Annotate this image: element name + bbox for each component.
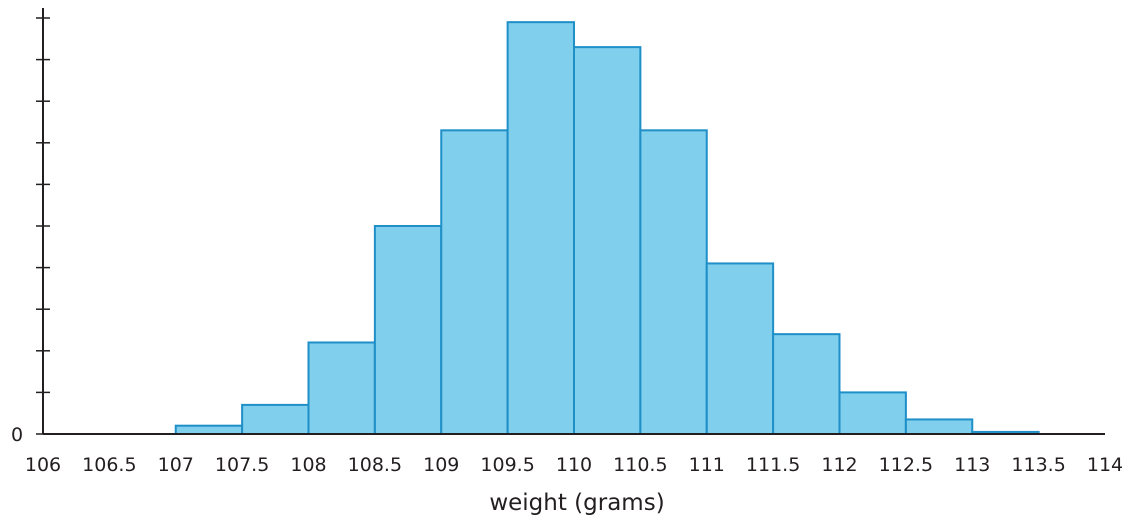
histogram-bar xyxy=(838,391,907,435)
x-axis-tick-label: 107.5 xyxy=(215,454,269,476)
x-axis-tick-label: 113 xyxy=(954,454,990,476)
histogram-bar xyxy=(373,225,443,435)
histogram-bars xyxy=(174,21,1040,436)
x-axis-tick-label: 108 xyxy=(290,454,326,476)
x-axis-tick-label: 111.5 xyxy=(746,454,800,476)
x-axis-tick-label: 106 xyxy=(25,454,61,476)
x-axis-tick-label: 107 xyxy=(158,454,194,476)
histogram-bar xyxy=(307,341,376,436)
x-axis-tick-label: 106.5 xyxy=(82,454,136,476)
y-axis-tick-label: 0 xyxy=(11,424,23,446)
x-axis-tick-labels: 106 106.5 107 107.5 108 108.5 109 109.5 110 110.5… xyxy=(25,454,1123,476)
histogram-bar xyxy=(639,129,708,435)
y-axis-tick-labels: 0 xyxy=(11,424,23,446)
x-axis-tick-label: 112 xyxy=(821,454,857,476)
histogram-bar xyxy=(440,129,509,435)
x-axis-tick-label: 109 xyxy=(423,454,459,476)
histogram-bar xyxy=(174,424,244,435)
x-axis-tick-label: 110.5 xyxy=(613,454,667,476)
histogram-bar xyxy=(904,418,974,436)
x-axis-tick-label: 110 xyxy=(556,454,592,476)
x-axis-tick-label: 113.5 xyxy=(1011,454,1065,476)
histogram-bar xyxy=(241,403,310,436)
histogram-bar xyxy=(705,262,775,435)
histogram-bar xyxy=(772,333,841,435)
x-axis-tick-label: 111 xyxy=(689,454,725,476)
x-axis-title: weight (grams) xyxy=(489,490,664,516)
histogram-bar xyxy=(573,46,642,436)
x-axis-tick-label: 112.5 xyxy=(879,454,933,476)
x-axis-tick-label: 114 xyxy=(1087,454,1123,476)
histogram-bar xyxy=(506,21,575,435)
x-axis-tick-label: 108.5 xyxy=(348,454,402,476)
x-axis-tick-label: 109.5 xyxy=(480,454,534,476)
